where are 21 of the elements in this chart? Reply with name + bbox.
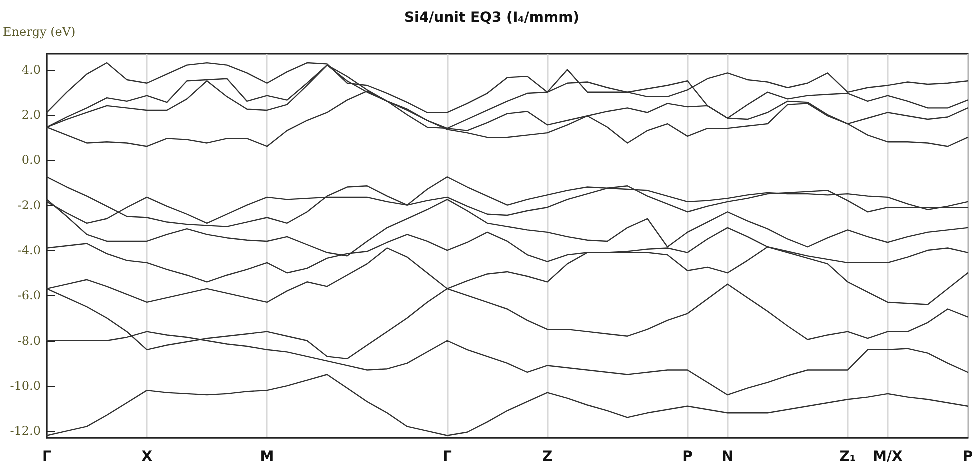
- x-tick-label: Γ: [442, 449, 452, 465]
- x-tick-label: Γ: [42, 449, 52, 465]
- y-tick-label: -12.0: [10, 424, 41, 438]
- x-tick-label: P: [962, 449, 974, 465]
- x-tick-label: M/X: [872, 449, 904, 465]
- x-tick-label: M: [260, 449, 274, 465]
- y-tick-label: -2.0: [18, 198, 41, 212]
- x-tick-label: N: [722, 449, 734, 465]
- y-tick-label: -10.0: [10, 379, 41, 394]
- x-tick-label: X: [142, 449, 153, 465]
- x-tick-label: Z₁: [840, 449, 856, 465]
- y-tick-label: 2.0: [22, 108, 41, 122]
- y-tick-label: -6.0: [18, 288, 41, 303]
- x-tick-label: P: [682, 449, 693, 465]
- x-tick-label: Z: [542, 449, 553, 465]
- y-axis-title: Energy (eV): [3, 25, 76, 39]
- chart-title: Si4/unit EQ3 (I₄/mmm): [404, 10, 580, 26]
- y-tick-label: -4.0: [18, 244, 41, 258]
- y-tick-label: -8.0: [18, 334, 41, 348]
- y-tick-label: 0.0: [22, 153, 41, 168]
- y-tick-label: 4.0: [22, 62, 41, 77]
